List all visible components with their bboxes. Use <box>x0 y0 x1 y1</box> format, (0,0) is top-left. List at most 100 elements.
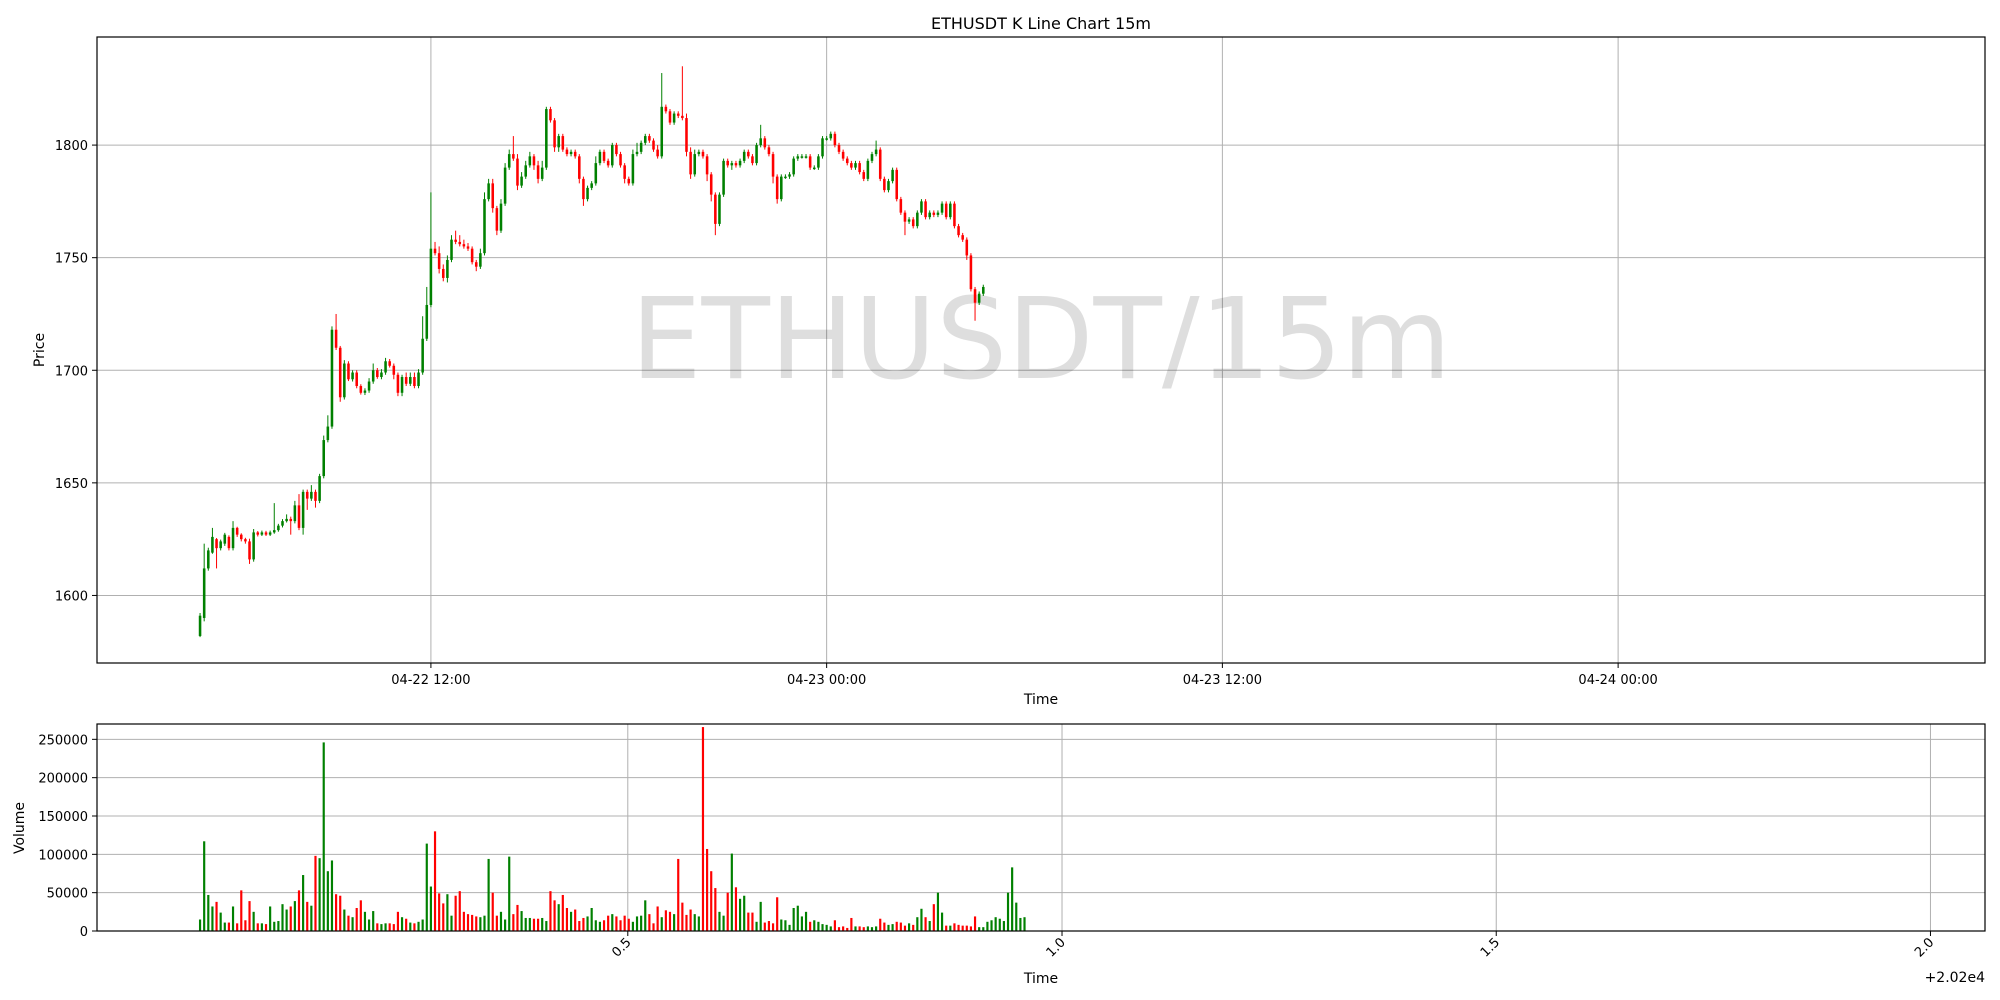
volume-bar-up <box>429 886 432 931</box>
candle-body-up <box>759 138 762 146</box>
candle-body-down <box>474 262 478 267</box>
volume-bar-down <box>846 927 849 931</box>
volume-bar-up <box>207 894 210 931</box>
candle-body-up <box>569 151 573 155</box>
volume-x-offset-label: +2.02e4 <box>1925 970 1986 986</box>
candle-body-up <box>660 106 664 157</box>
candle-body-down <box>969 255 973 290</box>
volume-bar-up <box>322 742 325 931</box>
volume-bar-down <box>664 910 667 931</box>
candle-body-down <box>623 165 626 179</box>
candle-body-down <box>264 532 268 535</box>
volume-bar-up <box>231 906 235 931</box>
candle-body-up <box>343 363 346 398</box>
candle-body-up <box>812 167 816 170</box>
volume-bar-up <box>788 924 791 931</box>
volume-bar-down <box>602 920 606 931</box>
candle-body-down <box>775 176 779 200</box>
candle-body-up <box>540 167 544 179</box>
watermark-text: ETHUSDT/15m <box>631 275 1451 405</box>
candle-body-up <box>586 187 589 200</box>
candle-body-down <box>763 138 767 148</box>
volume-bar-down <box>227 922 230 931</box>
candle-body-up <box>417 372 420 387</box>
volume-bar-up <box>759 901 762 931</box>
candle-body-up <box>252 532 255 560</box>
candle-body-up <box>866 160 870 179</box>
candle-body-down <box>837 145 841 152</box>
volume-bar-up <box>755 921 758 931</box>
candle-body-down <box>961 235 964 240</box>
volume-bar-up <box>1002 921 1005 931</box>
volume-bar-down <box>689 909 692 931</box>
volume-bar-down <box>619 920 622 931</box>
candle-body-down <box>648 136 651 141</box>
volume-bar-up <box>644 900 647 931</box>
candle-body-down <box>235 527 239 535</box>
volume-bar-up <box>949 925 952 931</box>
volume-bar-down <box>561 894 564 931</box>
volume-bar-down <box>462 911 465 931</box>
candle-body-up <box>977 293 981 303</box>
volume-bar-down <box>912 924 915 931</box>
volume-bar-up <box>821 924 824 931</box>
volume-bar-down <box>565 908 569 931</box>
volume-bar-up <box>302 875 305 931</box>
price-y-tick-label: 1650 <box>55 477 88 492</box>
candle-body-up <box>730 163 734 166</box>
volume-bar-down <box>623 915 626 931</box>
volume-y-tick-label: 0 <box>80 925 88 940</box>
candle-body-down <box>627 178 631 184</box>
candle-body-up <box>429 248 433 305</box>
volume-bar-up <box>569 911 573 931</box>
volume-bar-down <box>767 921 771 931</box>
candle-body-down <box>903 212 907 222</box>
candle-body-up <box>804 156 808 158</box>
volume-bar-up <box>557 904 560 931</box>
volume-bar-up <box>450 915 453 931</box>
candle-body-up <box>524 165 527 177</box>
volume-bar-up <box>813 920 816 931</box>
volume-bar-down <box>458 891 461 931</box>
volume-bar-down <box>574 909 577 931</box>
candle-body-down <box>578 156 581 179</box>
candle-body-up <box>639 142 643 152</box>
candle-body-down <box>462 244 466 247</box>
volume-bar-up <box>203 841 206 931</box>
volume-bar-up <box>673 914 676 931</box>
volume-bar-up <box>978 927 981 931</box>
volume-bar-down <box>215 901 218 931</box>
price-grid <box>97 37 1985 663</box>
volume-bar-down <box>862 927 865 931</box>
volume-bar-down <box>842 926 845 931</box>
volume-bar-down <box>471 914 474 931</box>
price-y-tick-label: 1800 <box>55 139 88 154</box>
volume-y-ticks: 0 50000 100000 150000 200000 250000 <box>38 733 97 940</box>
candle-body-up <box>874 149 878 155</box>
candle-body-up <box>545 109 548 168</box>
candle-body-down <box>924 201 927 218</box>
candle-body-down <box>532 156 536 166</box>
candle-body-up <box>371 370 375 382</box>
volume-bar-down <box>532 918 536 931</box>
volume-bar-up <box>372 911 375 931</box>
volume-bar-down <box>677 858 680 931</box>
candle-body-down <box>656 149 659 157</box>
candle-body-down <box>602 151 606 161</box>
volume-bar-up <box>611 914 614 931</box>
candle-body-down <box>549 109 552 121</box>
volume-bar-up <box>310 905 313 931</box>
candle-body-down <box>305 491 309 499</box>
price-x-axis-label: Time <box>1023 692 1058 708</box>
candle-body-up <box>800 156 804 158</box>
volume-bar-down <box>256 923 259 931</box>
candle-body-down <box>392 365 396 375</box>
volume-bar-down <box>466 914 470 931</box>
candle-body-down <box>858 163 861 173</box>
candle-body-up <box>322 440 326 477</box>
candle-body-down <box>747 151 750 157</box>
volume-bar-up <box>598 921 602 931</box>
price-axes-frame <box>96 36 1986 664</box>
candle-body-down <box>437 253 441 269</box>
